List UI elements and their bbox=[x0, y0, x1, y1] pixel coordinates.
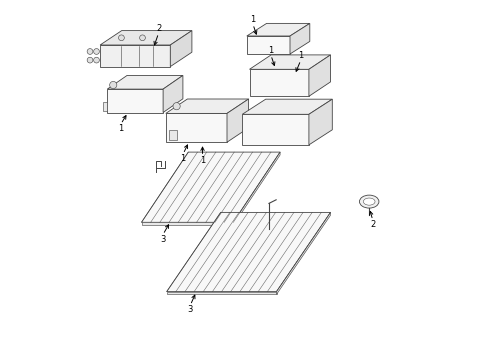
Circle shape bbox=[110, 81, 117, 89]
Circle shape bbox=[94, 49, 99, 54]
Circle shape bbox=[94, 57, 99, 63]
Polygon shape bbox=[242, 114, 309, 145]
Polygon shape bbox=[227, 99, 248, 142]
Polygon shape bbox=[142, 222, 233, 225]
Text: 3: 3 bbox=[160, 235, 166, 244]
Polygon shape bbox=[107, 76, 183, 89]
Text: 1: 1 bbox=[118, 124, 123, 133]
Ellipse shape bbox=[364, 198, 375, 205]
Circle shape bbox=[140, 35, 146, 41]
Polygon shape bbox=[166, 99, 248, 113]
Polygon shape bbox=[170, 130, 177, 140]
Text: 3: 3 bbox=[188, 305, 193, 314]
Polygon shape bbox=[290, 23, 310, 54]
Text: 1: 1 bbox=[269, 46, 273, 55]
Polygon shape bbox=[276, 212, 330, 294]
Ellipse shape bbox=[360, 195, 379, 208]
Polygon shape bbox=[242, 99, 332, 114]
Text: 1: 1 bbox=[298, 51, 303, 60]
Polygon shape bbox=[309, 55, 330, 96]
Text: 2: 2 bbox=[370, 220, 375, 229]
Polygon shape bbox=[142, 152, 280, 222]
Polygon shape bbox=[249, 69, 309, 96]
Circle shape bbox=[119, 35, 124, 41]
Polygon shape bbox=[100, 31, 192, 45]
Polygon shape bbox=[103, 102, 107, 111]
Polygon shape bbox=[233, 152, 280, 225]
Polygon shape bbox=[247, 36, 290, 54]
Circle shape bbox=[173, 103, 180, 110]
Polygon shape bbox=[247, 23, 310, 36]
Text: 1: 1 bbox=[180, 154, 186, 163]
Polygon shape bbox=[166, 113, 227, 142]
Polygon shape bbox=[309, 99, 332, 145]
Polygon shape bbox=[249, 55, 330, 69]
Polygon shape bbox=[100, 45, 171, 67]
Polygon shape bbox=[163, 76, 183, 112]
Text: 2: 2 bbox=[156, 24, 161, 33]
Text: 1: 1 bbox=[250, 15, 256, 24]
Circle shape bbox=[87, 57, 93, 63]
Polygon shape bbox=[167, 292, 276, 294]
Polygon shape bbox=[107, 89, 163, 112]
Polygon shape bbox=[167, 212, 330, 292]
Polygon shape bbox=[171, 31, 192, 67]
Text: 1: 1 bbox=[200, 156, 205, 165]
Circle shape bbox=[87, 49, 93, 54]
